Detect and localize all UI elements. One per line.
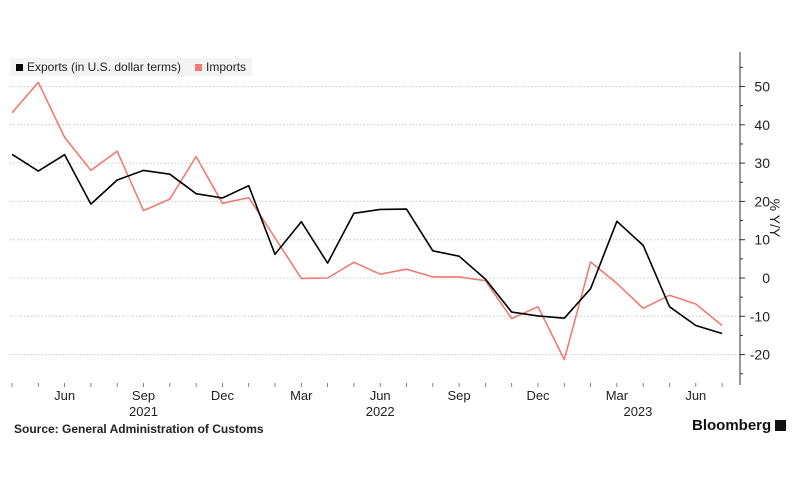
source-note: Source: General Administration of Custom…: [14, 422, 264, 436]
legend-label-exports: Exports (in U.S. dollar terms): [27, 60, 182, 74]
x-year-label: 2022: [366, 404, 395, 419]
x-tick-label: Sep: [448, 388, 471, 403]
bloomberg-logo-icon: [775, 420, 787, 431]
x-tick-label: Jun: [54, 388, 75, 403]
brand-name: Bloomberg: [692, 417, 772, 434]
x-tick-label: Sep: [132, 388, 155, 403]
x-tick-label: Mar: [290, 388, 313, 403]
x-tick-label: Dec: [211, 388, 235, 403]
y-tick-label: -20: [750, 347, 770, 363]
x-tick-label: Mar: [606, 388, 629, 403]
y-tick-label: 10: [754, 232, 770, 248]
x-tick-label: Jun: [370, 388, 391, 403]
y-tick-label: 50: [754, 79, 770, 95]
y-tick-label: -10: [750, 308, 770, 324]
legend: Exports (in U.S. dollar terms) Imports: [10, 58, 253, 76]
x-year-label: 2021: [129, 404, 158, 419]
legend-swatch-imports: [195, 63, 203, 71]
y-tick-label: 30: [754, 155, 770, 171]
x-tick-label: Jun: [685, 388, 706, 403]
legend-item-imports: Imports: [195, 60, 246, 74]
series-line-imports: [11, 81, 723, 361]
x-year-label: 2023: [623, 404, 652, 419]
x-tick-label: Dec: [526, 388, 550, 403]
y-tick-label: 20: [754, 193, 770, 209]
y-tick-label: 40: [754, 117, 770, 133]
legend-item-exports: Exports (in U.S. dollar terms): [16, 60, 181, 74]
brand: Bloomberg: [692, 417, 787, 434]
legend-label-imports: Imports: [206, 60, 247, 74]
y-tick-label: 0: [762, 270, 770, 286]
series-line-exports: [11, 153, 723, 335]
y-axis-title: % Y/Y: [767, 199, 783, 238]
legend-swatch-exports: [16, 63, 23, 71]
